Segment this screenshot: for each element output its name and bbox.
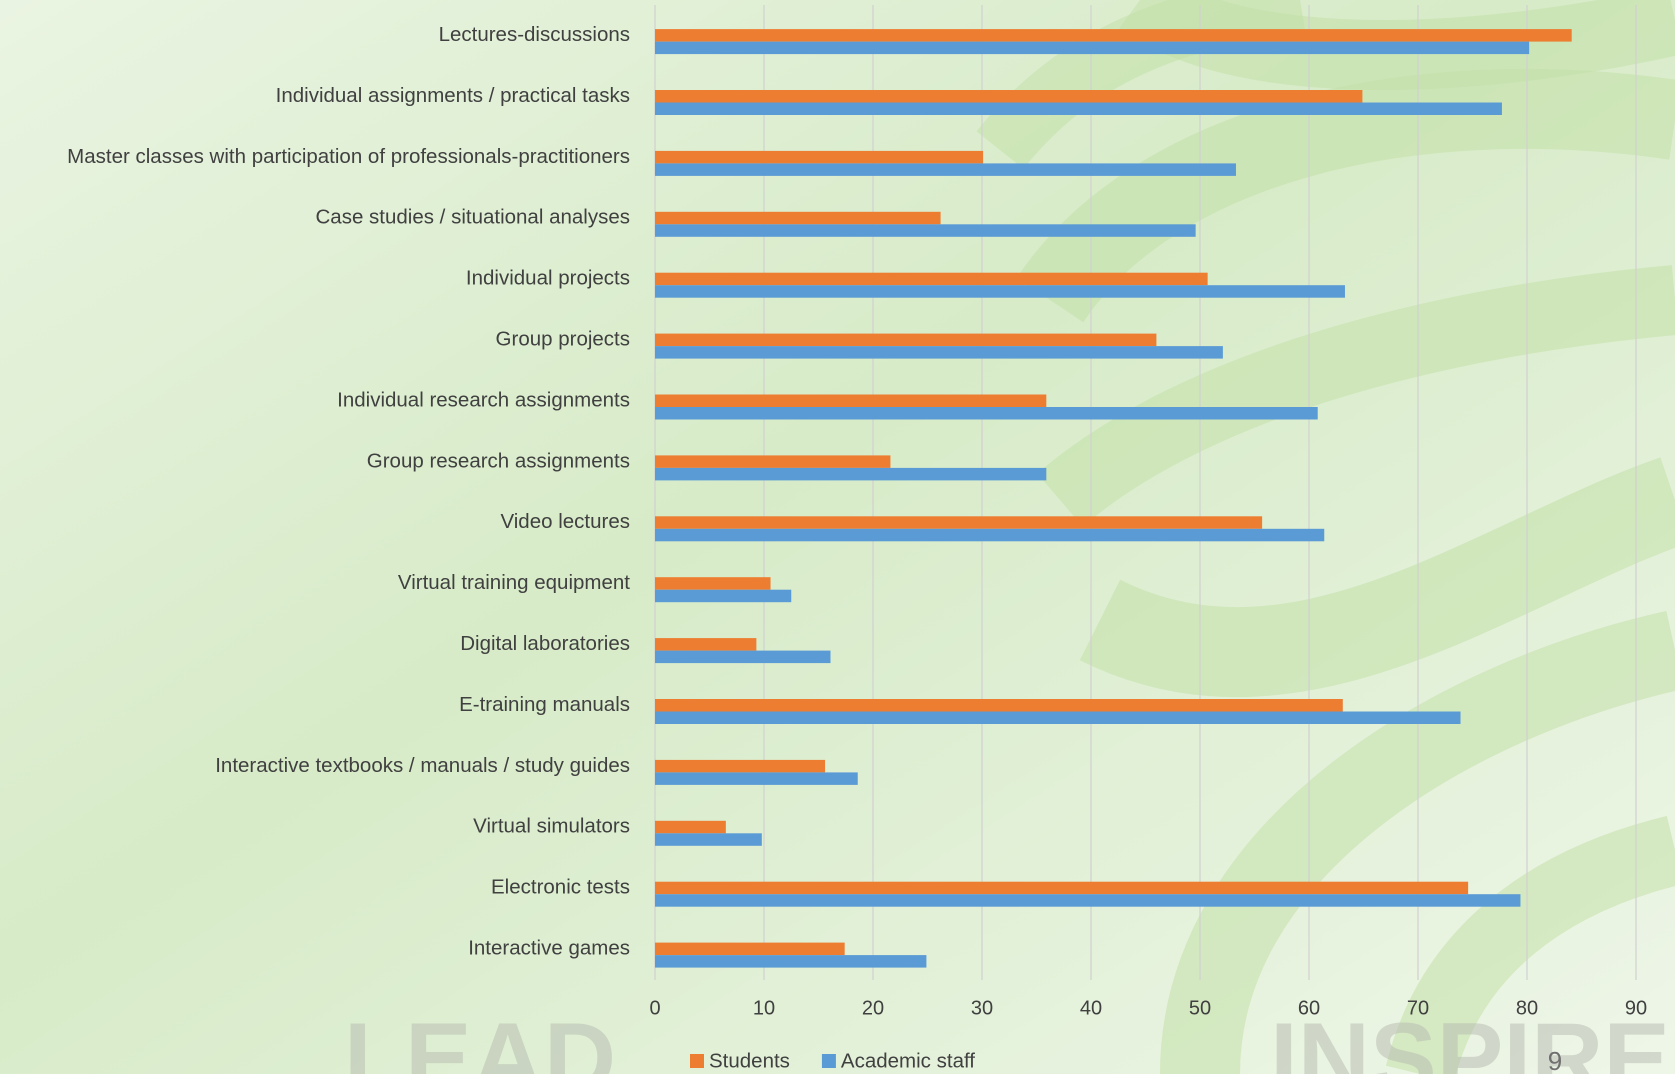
y-tick-label: Electronic tests: [491, 876, 630, 899]
y-tick-label: Digital laboratories: [460, 632, 630, 655]
x-tick-label: 30: [971, 997, 993, 1019]
y-tick-label: Group projects: [496, 328, 630, 351]
bar: [655, 881, 1469, 895]
bar: [655, 285, 1345, 298]
bar: [655, 41, 1530, 55]
x-tick-label: 40: [1080, 997, 1102, 1019]
bar: [655, 711, 1461, 724]
bar: [655, 407, 1318, 420]
x-tick-label: 50: [1189, 997, 1211, 1019]
ribbons: [976, 0, 1675, 1074]
bar: [655, 759, 826, 773]
y-tick-label: Video lectures: [500, 510, 630, 533]
y-tick-label: Virtual simulators: [473, 815, 630, 838]
legend-swatch: [821, 1054, 836, 1068]
y-tick-label: Group research assignments: [367, 449, 630, 472]
y-tick-label: Individual research assignments: [337, 388, 630, 411]
page-number: 9: [1548, 1046, 1562, 1074]
bar: [655, 589, 792, 603]
bar: [655, 650, 831, 664]
legend-label: Academic staff: [841, 1049, 975, 1072]
bar: [655, 29, 1572, 42]
bar: [655, 102, 1502, 115]
y-tick-label: Individual assignments / practical tasks: [276, 84, 630, 107]
plot: 0 10 20 30 40 50 60 70 80 90 Lectures-discussions I…: [67, 5, 1647, 1072]
bar: [655, 346, 1223, 359]
bar: [655, 211, 941, 225]
legend-label: Students: [709, 1049, 790, 1072]
bar: [655, 638, 757, 651]
y-tick-label: Lectures-discussions: [439, 23, 630, 46]
x-tick-label: 90: [1625, 997, 1647, 1019]
bar: [655, 894, 1521, 907]
bar: [655, 163, 1236, 176]
x-tick-label: 10: [753, 997, 775, 1019]
bar: [655, 150, 984, 164]
bar: [655, 467, 1047, 481]
y-tick-label: E-training manuals: [459, 693, 630, 716]
watermark: LEAD: [344, 1002, 616, 1074]
x-tick-label: 0: [649, 997, 660, 1019]
y-tick-label: Interactive games: [468, 937, 630, 960]
bar: [655, 90, 1363, 103]
x-tick-label: 60: [1298, 997, 1320, 1019]
y-tick-label: Individual projects: [466, 267, 630, 290]
bar: [655, 528, 1325, 542]
legend-swatch: [690, 1054, 704, 1068]
bar: [655, 955, 927, 968]
bar: [655, 942, 845, 956]
bar: [655, 224, 1196, 237]
bar: [655, 455, 891, 468]
bar: [655, 577, 771, 590]
bar: [655, 699, 1343, 712]
bar: [655, 772, 858, 785]
y-tick-label: Virtual training equipment: [398, 571, 630, 594]
bar: [655, 820, 726, 834]
bar: [655, 394, 1047, 407]
y-tick-label: Case studies / situational analyses: [315, 206, 630, 229]
x-tick-label: 70: [1407, 997, 1429, 1019]
bar: [655, 333, 1157, 347]
bar: [655, 833, 762, 846]
watermark: INSPIRE: [1270, 1002, 1670, 1074]
x-tick-label: 80: [1516, 997, 1538, 1019]
x-tick-label: 20: [862, 997, 884, 1019]
bar: [655, 516, 1263, 529]
bar: [655, 272, 1208, 286]
y-tick-label: Master classes with participation of pro…: [67, 145, 630, 168]
y-tick-label: Interactive textbooks / manuals / study …: [215, 754, 630, 777]
